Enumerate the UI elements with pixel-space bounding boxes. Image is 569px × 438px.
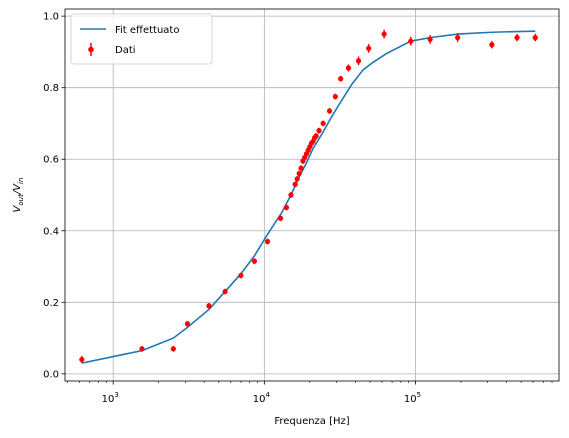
data-point [264, 238, 271, 245]
legend-data-label: Dati [115, 45, 136, 56]
x-tick-label: 105 [404, 391, 421, 405]
data-point [288, 192, 294, 198]
y-tick-label: 0.8 [43, 83, 59, 94]
data-point [298, 165, 304, 171]
data-point [206, 303, 212, 309]
y-tick-label: 1.0 [43, 12, 59, 23]
data-point [79, 356, 85, 363]
data-point [294, 176, 300, 182]
data-point [251, 258, 258, 264]
data-point [313, 133, 319, 139]
grid [65, 9, 559, 381]
data-point [316, 128, 322, 134]
data-point [296, 170, 302, 177]
data-point [455, 35, 461, 41]
data-point [184, 321, 191, 327]
data-point [277, 215, 284, 221]
data-point [408, 38, 414, 44]
data-point [381, 31, 387, 37]
data-point [326, 108, 333, 114]
legend: Fit effettuato Dati [70, 13, 213, 65]
data-point [514, 35, 520, 41]
data-point [427, 36, 433, 43]
data-point [320, 120, 326, 127]
x-tick-label: 103 [102, 391, 119, 405]
data-point [489, 42, 495, 48]
data-point [355, 58, 362, 64]
data-point [532, 35, 538, 41]
fit-line [81, 30, 536, 364]
plot-frame [64, 8, 560, 382]
legend-data-marker [88, 46, 94, 53]
y-axis: 0.0 0.2 0.4 0.6 0.8 1.0 [43, 12, 65, 380]
fit-line-layer [81, 30, 536, 364]
x-axis: 103 104 105 [102, 381, 421, 405]
data-point [238, 272, 244, 279]
y-tick-label: 0.0 [43, 369, 59, 380]
data-point [139, 346, 145, 352]
y-tick-label: 0.2 [43, 298, 59, 309]
y-tick-label: 0.6 [43, 155, 59, 166]
data-point [338, 76, 344, 82]
y-axis-label: Vout/Vin [12, 178, 25, 213]
x-axis-label: Frequenza [Hz] [274, 416, 349, 427]
data-point [292, 181, 298, 187]
legend-fit-label: Fit effettuato [115, 25, 179, 36]
data-point [332, 94, 338, 100]
data-point [345, 65, 352, 71]
data-point [222, 288, 228, 295]
data-point [170, 346, 176, 352]
data-points-layer [79, 29, 538, 364]
legend-box [70, 13, 213, 65]
data-point [283, 204, 290, 211]
y-tick-label: 0.4 [43, 226, 59, 237]
x-tick-label: 104 [253, 391, 271, 405]
data-point [366, 45, 372, 51]
